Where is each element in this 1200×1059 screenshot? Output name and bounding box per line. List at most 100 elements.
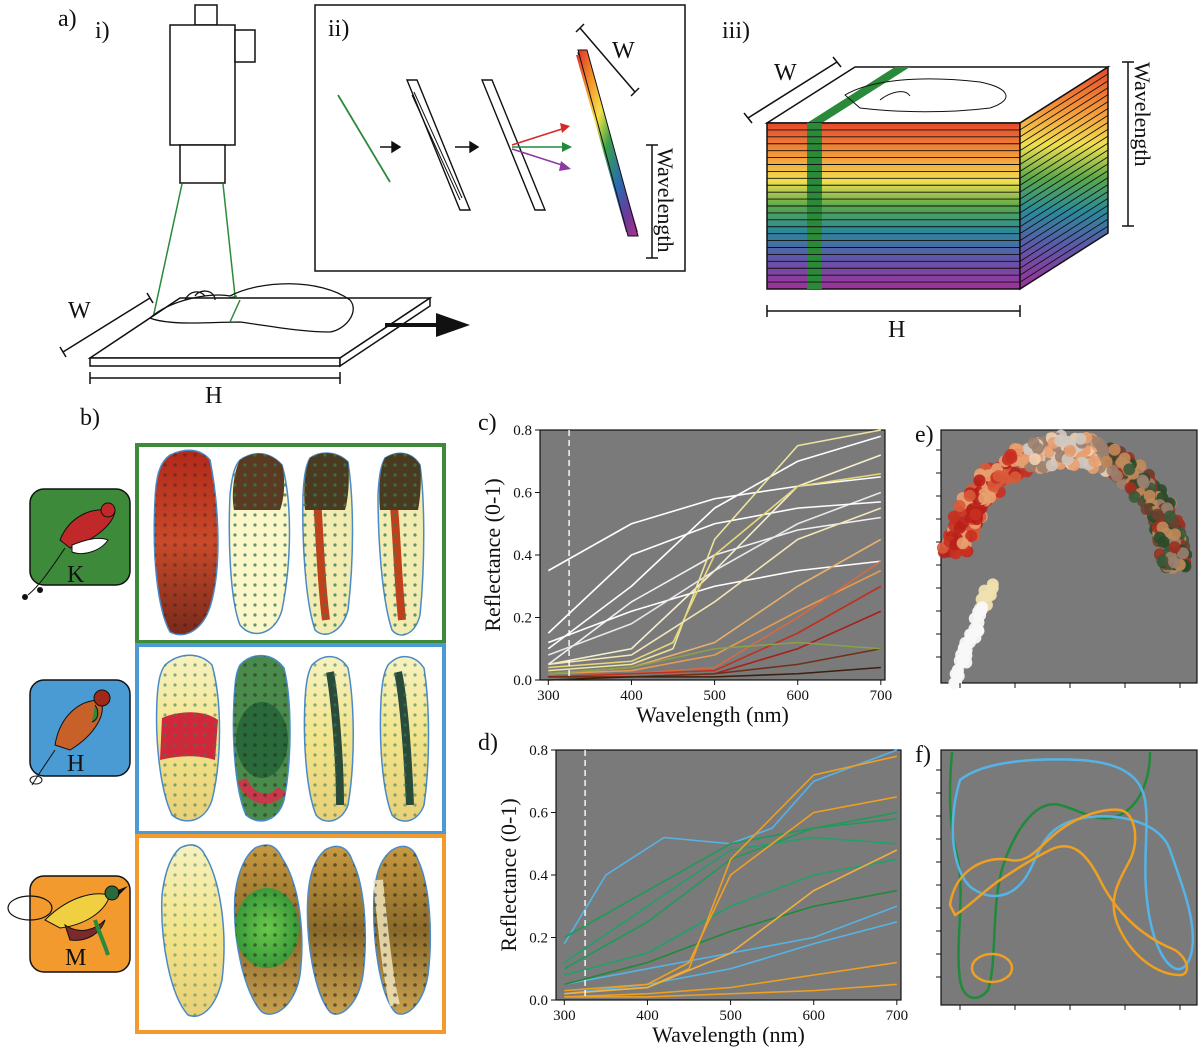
contour-green bbox=[948, 751, 1152, 1000]
y-tick-label-4: 0.8 bbox=[513, 423, 532, 439]
specimen-h-4 bbox=[379, 656, 430, 822]
reflectance-chart-d: 300 400 500 600 700 0.0 0.2 0.4 0.6 0.8 Wavelength… bbox=[496, 743, 908, 1047]
x-axis-label: Wavelength (nm) bbox=[636, 702, 789, 727]
dim-label-wavelength-a-iii: Wavelength bbox=[1130, 62, 1155, 167]
width-dimension-a-i bbox=[59, 292, 154, 358]
series-line-3 bbox=[563, 817, 897, 939]
spectrum-detector-strip bbox=[577, 49, 639, 237]
colorspace-scatter-e bbox=[936, 429, 1198, 690]
series-line-0 bbox=[547, 476, 881, 572]
series-line-13 bbox=[548, 585, 882, 678]
specimen-k-2 bbox=[228, 453, 291, 635]
dim-label-w-a-iii: W bbox=[774, 60, 797, 86]
y-tick-label-0: 0.0 bbox=[529, 993, 548, 1009]
series-line-1 bbox=[547, 435, 882, 650]
scan-line bbox=[229, 299, 241, 323]
series-line-7 bbox=[548, 429, 881, 672]
y-tick-label-1: 0.2 bbox=[513, 611, 532, 627]
series-line-9 bbox=[548, 507, 882, 666]
series-line-11 bbox=[548, 569, 882, 675]
wavelength-dimension-a-ii bbox=[646, 144, 658, 259]
specimen-h-3 bbox=[303, 656, 354, 822]
y-tick-label-0: 0.0 bbox=[513, 673, 532, 689]
width-dimension-a-ii bbox=[575, 23, 640, 97]
series-line-8 bbox=[548, 472, 881, 669]
series-line-6 bbox=[564, 889, 897, 986]
species-icon-h: H bbox=[29, 679, 131, 786]
series-line-2 bbox=[564, 921, 898, 995]
plot-area bbox=[555, 749, 902, 1001]
y-tick-label-3: 0.6 bbox=[529, 806, 548, 822]
series-line-9 bbox=[564, 796, 897, 992]
panel-label-d: d) bbox=[478, 730, 498, 756]
panel-label-c: c) bbox=[478, 410, 497, 436]
reflectance-chart-c: 300 400 500 600 700 0.0 0.2 0.4 0.6 0.8 Wavelength… bbox=[480, 423, 892, 727]
x-tick-label-2: 500 bbox=[703, 688, 726, 704]
series-line-6 bbox=[548, 454, 882, 666]
series-line-5 bbox=[564, 858, 897, 976]
spectrograph-box bbox=[314, 4, 686, 272]
contour-blue bbox=[951, 758, 1195, 971]
dispersion-arrows bbox=[511, 123, 572, 171]
specimen-frame-m bbox=[135, 834, 446, 1034]
specimen-h-2 bbox=[232, 654, 291, 822]
panel-label-b: b) bbox=[80, 405, 100, 431]
panel-label-a: a) bbox=[58, 6, 77, 32]
series-line-7 bbox=[563, 836, 897, 964]
specimen-m-3 bbox=[306, 845, 367, 1015]
input-scan-line bbox=[337, 94, 391, 183]
species-letter-h: H bbox=[67, 751, 84, 777]
y-axis-label: Reflectance (0-1) bbox=[496, 798, 521, 951]
species-icon-k: K bbox=[22, 488, 131, 600]
series-line-11 bbox=[564, 961, 897, 998]
series-line-17 bbox=[548, 641, 881, 675]
specimen-k-4 bbox=[377, 452, 425, 636]
dim-label-h-a-iii: H bbox=[888, 317, 905, 343]
series-line-16 bbox=[548, 666, 881, 681]
panel-label-e: e) bbox=[915, 422, 934, 448]
y-tick-label-3: 0.6 bbox=[513, 486, 532, 502]
scanning-stage bbox=[87, 296, 433, 368]
specimen-k-3 bbox=[302, 452, 354, 635]
y-tick-label-2: 0.4 bbox=[513, 548, 532, 564]
dim-label-h-a-i: H bbox=[205, 383, 222, 409]
contour-orange-small bbox=[970, 952, 1014, 984]
specimen-frame-h bbox=[135, 643, 446, 835]
plot-area bbox=[539, 429, 886, 681]
scan-direction-arrow bbox=[385, 313, 470, 337]
series-line-15 bbox=[548, 647, 881, 678]
panel-label-a-ii: ii) bbox=[328, 16, 349, 42]
specimen-frame-k bbox=[135, 443, 446, 644]
dim-label-w-a-ii: W bbox=[612, 38, 635, 64]
specimen-h-1 bbox=[155, 654, 221, 822]
panel-label-a-i: i) bbox=[95, 18, 110, 44]
y-tick-label-1: 0.2 bbox=[529, 931, 548, 947]
y-axis-label: Reflectance (0-1) bbox=[480, 478, 505, 631]
x-tick-label-2: 500 bbox=[719, 1008, 742, 1024]
y-tick-label-4: 0.8 bbox=[529, 743, 548, 759]
dim-label-wavelength-a-ii: Wavelength bbox=[653, 148, 678, 253]
x-tick-label-0: 300 bbox=[537, 688, 560, 704]
x-tick-label-1: 400 bbox=[636, 1008, 659, 1024]
series-line-12 bbox=[564, 983, 897, 998]
species-icon-m: M bbox=[7, 875, 131, 973]
panel-label-f: f) bbox=[915, 742, 931, 768]
hyperspectral-camera bbox=[169, 4, 256, 184]
contour-plot-f bbox=[936, 749, 1198, 1010]
x-tick-label-3: 600 bbox=[786, 688, 809, 704]
y-tick-label-2: 0.4 bbox=[529, 868, 548, 884]
specimen-m-2 bbox=[233, 844, 303, 1015]
wavelength-dimension-a-iii bbox=[1122, 61, 1134, 227]
x-tick-label-0: 300 bbox=[553, 1008, 576, 1024]
contour-orange bbox=[948, 808, 1189, 977]
x-axis-label: Wavelength (nm) bbox=[652, 1022, 805, 1047]
specimen-k-1 bbox=[153, 449, 219, 636]
hyperspectral-cube bbox=[764, 65, 1111, 291]
species-letter-m: M bbox=[65, 945, 86, 971]
species-letter-k: K bbox=[67, 562, 85, 588]
series-line-5 bbox=[547, 501, 881, 634]
specimen-m-1 bbox=[160, 844, 225, 1017]
specimen-m-4 bbox=[372, 845, 432, 1015]
height-dimension-a-iii bbox=[766, 305, 1021, 317]
